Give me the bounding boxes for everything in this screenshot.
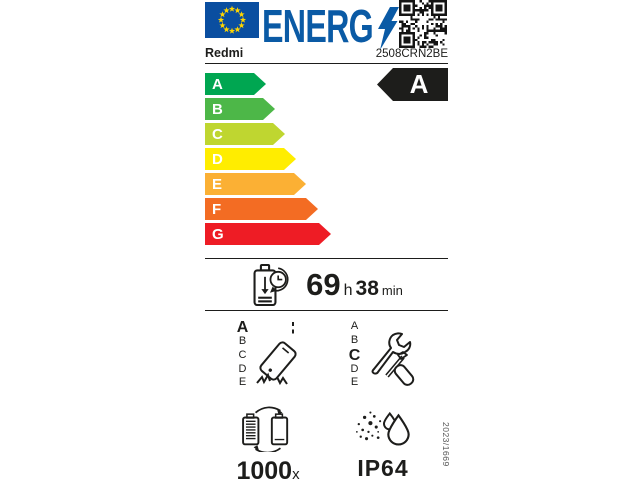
- energy-rating-letter: A: [409, 69, 429, 99]
- energy-class-arrow-c: C: [205, 123, 285, 145]
- drop-resistance-class-b: B: [238, 335, 247, 347]
- dust-water-icon: [356, 411, 410, 446]
- drop-resistance-class-c: C: [238, 348, 247, 361]
- energy-class-letter: E: [212, 175, 223, 193]
- ip-rating-value: IP64: [357, 455, 408, 480]
- brand-row: Redmi 2508CRN2BE: [205, 46, 448, 64]
- endurance-minutes-unit: min: [381, 282, 403, 298]
- endurance-minutes: 38: [355, 276, 379, 300]
- energy-class-arrow-a: A: [205, 73, 266, 95]
- eu-flag-logo: [205, 2, 259, 38]
- battery-endurance-value: 69 h 38 min: [306, 267, 403, 303]
- cycles-unit: x: [292, 466, 300, 480]
- bottom-stats-section: 1000x IP64: [205, 406, 448, 480]
- divider: [205, 258, 448, 259]
- endurance-hours: 69: [306, 266, 341, 302]
- energy-class-letter: C: [212, 125, 223, 143]
- repairability-class-c: C: [348, 346, 361, 364]
- battery-cycle-icon: [242, 406, 289, 452]
- energy-class-letter: F: [212, 200, 222, 218]
- energy-rating-indicator: A: [377, 68, 448, 101]
- endurance-hours-unit: h: [343, 281, 353, 299]
- ip-rating-section: IP64: [323, 406, 443, 480]
- drop-resistance-class-a: A: [236, 319, 249, 336]
- repairability-class-d: D: [350, 362, 359, 375]
- energy-class-letter: A: [212, 75, 223, 93]
- cycles-number: 1000: [236, 457, 293, 480]
- energy-class-arrow-b: B: [205, 98, 275, 120]
- repairability-class-b: B: [350, 333, 359, 346]
- qr-code: [399, 0, 447, 48]
- battery-endurance-section: 69 h 38 min: [205, 259, 448, 310]
- regulation-number: 2023/1669: [441, 422, 451, 467]
- energy-class-arrow-e: E: [205, 173, 306, 195]
- energy-class-letter: B: [212, 100, 223, 118]
- phone-drop-icon: [256, 322, 297, 386]
- energy-class-arrow-d: D: [205, 148, 296, 170]
- brand-name: Redmi: [205, 46, 244, 60]
- divider: [205, 310, 448, 311]
- energy-class-arrow-f: F: [205, 198, 318, 220]
- energ-logo-text: ENERG: [262, 0, 374, 52]
- drop-resistance-class-d: D: [238, 362, 247, 375]
- model-number: 2508CRN2BE: [375, 48, 448, 60]
- energy-class-arrow-g: G: [205, 223, 331, 245]
- repairability-class-e: E: [350, 376, 359, 389]
- repairability-class-a: A: [350, 320, 359, 332]
- energy-class-letter: G: [212, 225, 224, 243]
- energy-class-letter: D: [212, 150, 223, 168]
- battery-cycles-section: 1000x: [208, 406, 328, 480]
- energ-logo: ENERG: [262, 0, 412, 52]
- ip-code: IP64: [357, 455, 409, 480]
- battery-cycles-value: 1000x: [236, 457, 299, 480]
- repair-tools-icon: [371, 332, 415, 386]
- battery-clock-icon: [253, 263, 289, 306]
- drop-resistance-class-e: E: [238, 376, 247, 389]
- lightning-bolt-icon: [378, 7, 399, 50]
